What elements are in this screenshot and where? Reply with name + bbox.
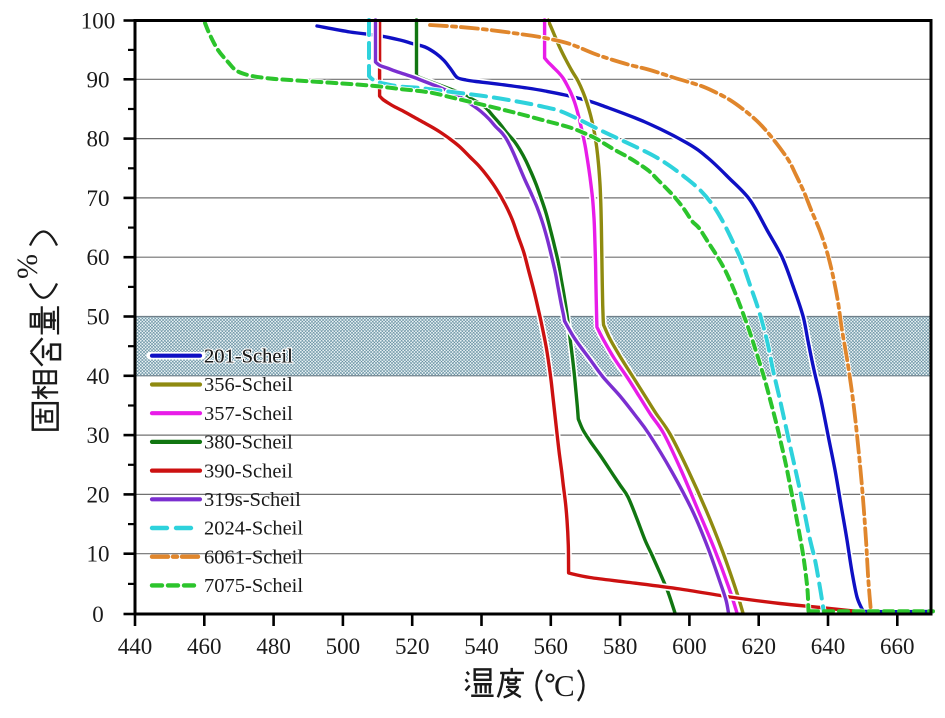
svg-text:10: 10 <box>87 542 110 567</box>
svg-text:520: 520 <box>395 634 430 659</box>
svg-text:30: 30 <box>87 423 110 448</box>
svg-text:500: 500 <box>326 634 361 659</box>
svg-text:%: % <box>11 254 44 279</box>
svg-text:460: 460 <box>187 634 222 659</box>
svg-text:40: 40 <box>87 364 110 389</box>
svg-text:90: 90 <box>87 67 110 92</box>
svg-text:6061-Scheil: 6061-Scheil <box>204 546 303 568</box>
svg-text:C: C <box>554 668 575 703</box>
svg-text:7075-Scheil: 7075-Scheil <box>204 575 303 597</box>
svg-text:357-Scheil: 357-Scheil <box>204 403 293 425</box>
svg-text:319s-Scheil: 319s-Scheil <box>204 489 301 511</box>
svg-text:540: 540 <box>464 634 499 659</box>
svg-text:380-Scheil: 380-Scheil <box>204 432 293 454</box>
svg-text:80: 80 <box>87 127 110 152</box>
svg-text:440: 440 <box>118 634 153 659</box>
svg-text:100: 100 <box>81 9 116 34</box>
svg-text:660: 660 <box>880 634 915 659</box>
svg-text:620: 620 <box>741 634 776 659</box>
svg-text:580: 580 <box>603 634 638 659</box>
svg-text:560: 560 <box>534 634 569 659</box>
svg-text:390-Scheil: 390-Scheil <box>204 460 293 482</box>
svg-text:50: 50 <box>87 305 110 330</box>
svg-text:480: 480 <box>256 634 291 659</box>
svg-text:356-Scheil: 356-Scheil <box>204 374 293 396</box>
svg-text:600: 600 <box>672 634 707 659</box>
svg-text:60: 60 <box>87 245 110 270</box>
svg-text:640: 640 <box>811 634 846 659</box>
svg-text:201-Scheil: 201-Scheil <box>204 346 293 368</box>
svg-text:70: 70 <box>87 186 110 211</box>
svg-text:2024-Scheil: 2024-Scheil <box>204 518 303 540</box>
svg-text:20: 20 <box>87 482 110 507</box>
svg-text:201-Scheil: 201-Scheil <box>204 346 293 368</box>
svg-text:0: 0 <box>92 602 104 627</box>
